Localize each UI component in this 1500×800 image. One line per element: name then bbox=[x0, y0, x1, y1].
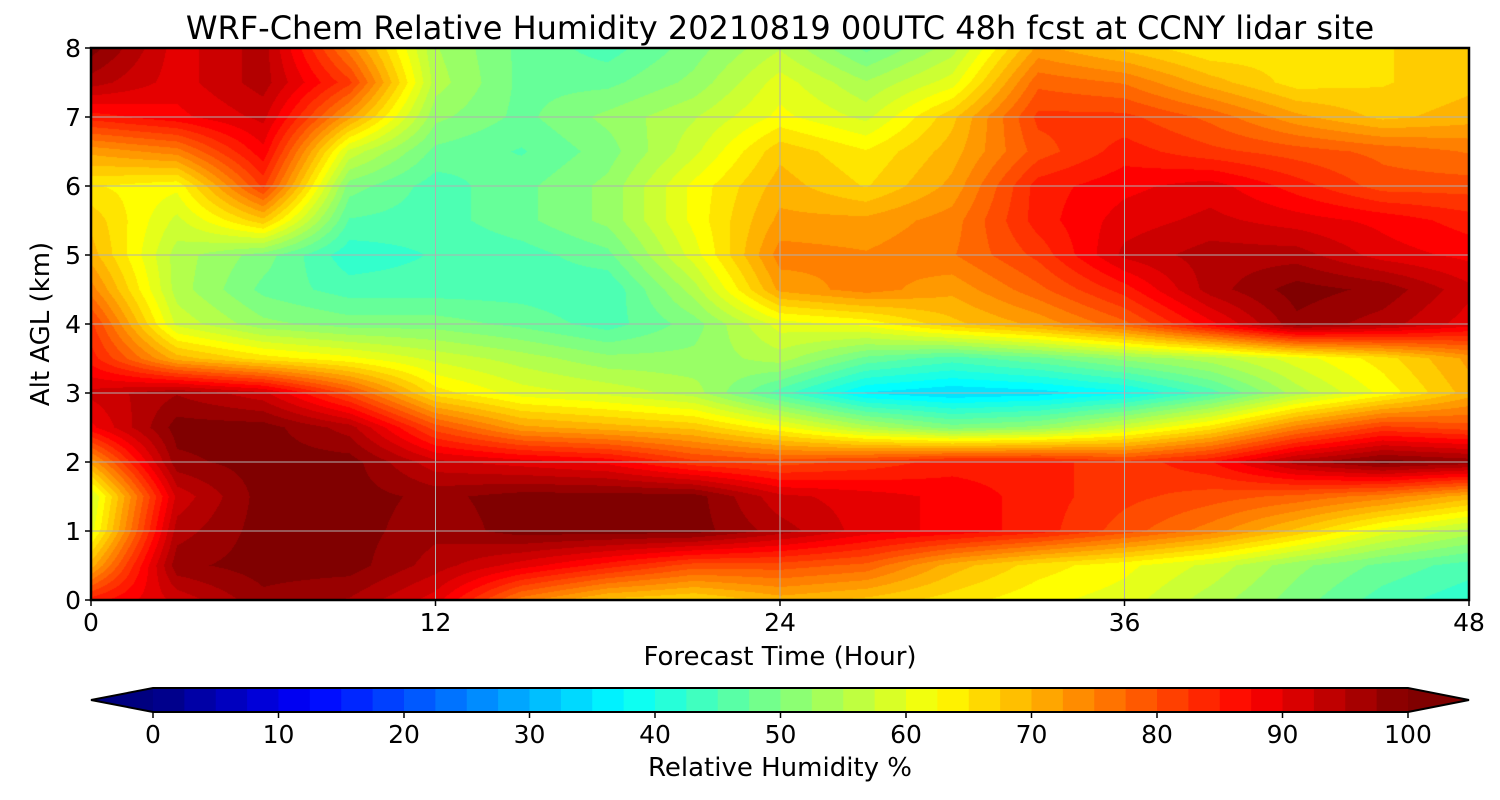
colorbar-segment bbox=[560, 688, 593, 712]
colorbar-segment bbox=[874, 688, 907, 712]
colorbar-segment bbox=[1313, 688, 1346, 712]
colorbar-segment bbox=[655, 688, 687, 712]
colorbar-segment bbox=[906, 688, 938, 712]
colorbar-segment bbox=[1000, 688, 1033, 712]
colorbar-segment bbox=[623, 688, 656, 712]
colorbar-segment bbox=[1157, 688, 1189, 712]
colorbar-tick-label: 10 bbox=[263, 720, 295, 749]
x-tick-label: 12 bbox=[420, 608, 452, 637]
x-tick-label: 0 bbox=[83, 608, 99, 637]
x-axis-label: Forecast Time (Hour) bbox=[643, 642, 916, 672]
colorbar-segment bbox=[843, 688, 876, 712]
colorbar-tick-label: 60 bbox=[890, 720, 922, 749]
y-tick-label: 3 bbox=[65, 379, 81, 408]
colorbar-segment bbox=[153, 688, 185, 712]
y-tick-label: 5 bbox=[65, 241, 81, 270]
x-tick-label: 36 bbox=[1109, 608, 1141, 637]
colorbar-segment bbox=[309, 688, 342, 712]
colorbar-tick-label: 100 bbox=[1384, 720, 1432, 749]
y-tick-label: 8 bbox=[65, 34, 81, 63]
colorbar-segment bbox=[811, 688, 844, 712]
colorbar-segment bbox=[498, 688, 531, 712]
colorbar-segment bbox=[592, 688, 625, 712]
colorbar-segment bbox=[278, 688, 311, 712]
colorbar-segment bbox=[686, 688, 719, 712]
colorbar-segment bbox=[1345, 688, 1378, 712]
colorbar-segment bbox=[937, 688, 970, 712]
colorbar-segment bbox=[1062, 688, 1095, 712]
colorbar-tick-label: 80 bbox=[1141, 720, 1173, 749]
colorbar-segment bbox=[1125, 688, 1158, 712]
colorbar-extend-min bbox=[91, 688, 153, 712]
colorbar-segment bbox=[372, 688, 405, 712]
colorbar-tick-label: 20 bbox=[388, 720, 420, 749]
colorbar-segment bbox=[1094, 688, 1127, 712]
colorbar-label: Relative Humidity % bbox=[648, 753, 912, 783]
colorbar-segment bbox=[341, 688, 374, 712]
y-tick-label: 2 bbox=[65, 448, 81, 477]
colorbar-segment bbox=[780, 688, 813, 712]
y-axis-label: Alt AGL (km) bbox=[26, 242, 56, 406]
colorbar-tick-label: 90 bbox=[1267, 720, 1299, 749]
colorbar-tick-label: 30 bbox=[514, 720, 546, 749]
colorbar-segment bbox=[1031, 688, 1064, 712]
colorbar-segment bbox=[1219, 688, 1252, 712]
colorbar-tick-label: 70 bbox=[1016, 720, 1048, 749]
colorbar-segment bbox=[404, 688, 436, 712]
colorbar-segment bbox=[1376, 688, 1409, 712]
colorbar-segment bbox=[1188, 688, 1221, 712]
colorbar-segment bbox=[717, 688, 750, 712]
y-tick-label: 6 bbox=[65, 172, 81, 201]
colorbar-tick-label: 0 bbox=[145, 720, 161, 749]
y-tick-label: 0 bbox=[65, 586, 81, 615]
colorbar-segment bbox=[1251, 688, 1284, 712]
colorbar-extend-max bbox=[1408, 688, 1469, 712]
colorbar-segment bbox=[749, 688, 782, 712]
colorbar-segment bbox=[466, 688, 499, 712]
colorbar-tick-label: 40 bbox=[639, 720, 671, 749]
colorbar-tick-label: 50 bbox=[765, 720, 797, 749]
colorbar-segment bbox=[1282, 688, 1315, 712]
colorbar-segment bbox=[968, 688, 1001, 712]
colorbar-segment bbox=[435, 688, 468, 712]
y-tick-label: 7 bbox=[65, 103, 81, 132]
x-tick-label: 48 bbox=[1453, 608, 1485, 637]
x-tick-label: 24 bbox=[764, 608, 796, 637]
colorbar-segment bbox=[184, 688, 217, 712]
colorbar-segment bbox=[529, 688, 562, 712]
chart-title: WRF-Chem Relative Humidity 20210819 00UT… bbox=[185, 9, 1375, 47]
y-tick-label: 4 bbox=[65, 310, 81, 339]
y-tick-label: 1 bbox=[65, 517, 81, 546]
colorbar-segment bbox=[247, 688, 280, 712]
colorbar-segment bbox=[215, 688, 248, 712]
